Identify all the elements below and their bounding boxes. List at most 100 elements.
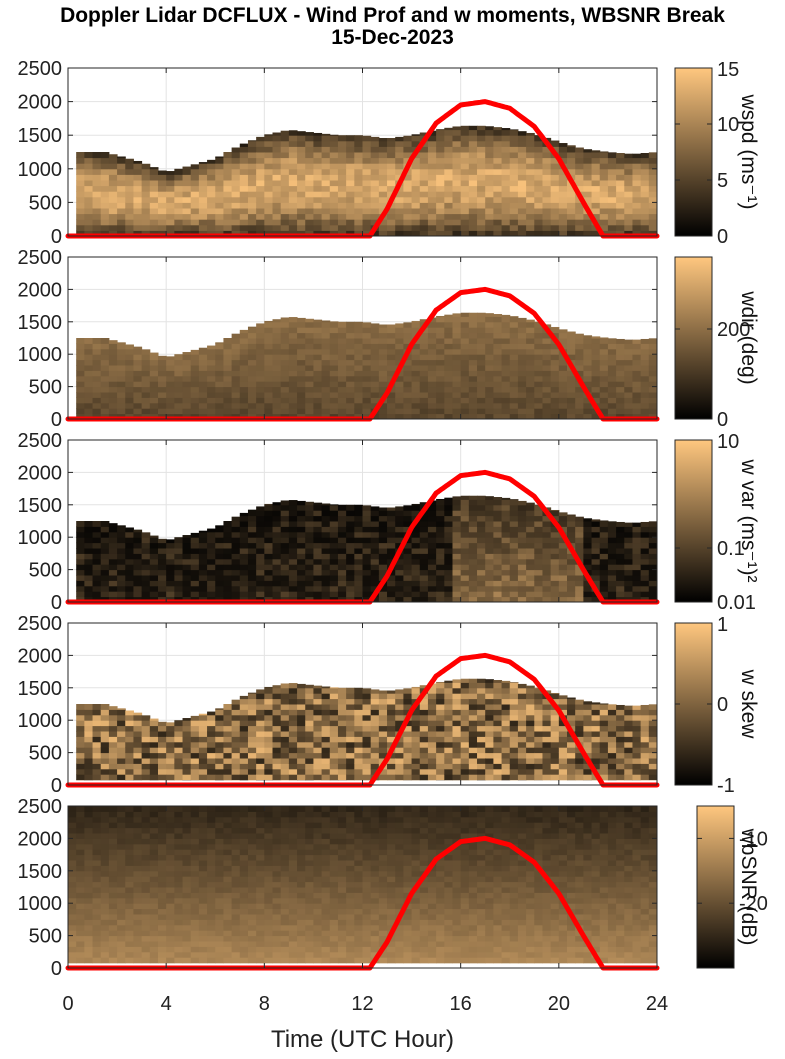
heatmap-cell bbox=[297, 135, 306, 142]
colorbar-tick-label: 10 bbox=[717, 114, 739, 136]
heatmap-cell bbox=[288, 752, 298, 759]
heatmap-cell bbox=[321, 343, 331, 350]
heatmap-cell bbox=[354, 704, 363, 710]
heatmap-cell bbox=[403, 230, 413, 237]
heatmap-cell bbox=[272, 146, 282, 153]
heatmap-cell bbox=[264, 343, 274, 350]
heatmap-cell bbox=[599, 354, 609, 361]
heatmap-cell bbox=[526, 709, 535, 716]
heatmap-cell bbox=[280, 157, 290, 164]
heatmap-cell bbox=[403, 526, 413, 533]
y-tick-label: 2500 bbox=[18, 247, 63, 269]
heatmap-cell bbox=[174, 359, 184, 366]
heatmap-cell bbox=[624, 553, 633, 560]
heatmap-cell bbox=[182, 352, 192, 355]
heatmap-cell bbox=[452, 146, 462, 153]
heatmap-cell bbox=[526, 359, 535, 366]
heatmap-cell bbox=[632, 522, 642, 527]
heatmap-cell bbox=[346, 140, 355, 147]
heatmap-cell bbox=[501, 191, 511, 198]
heatmap-cell bbox=[207, 174, 216, 181]
heatmap-cell bbox=[575, 208, 584, 215]
heatmap-cell bbox=[297, 354, 306, 361]
heatmap-cell bbox=[452, 168, 462, 175]
heatmap-cell bbox=[493, 499, 503, 506]
heatmap-cell bbox=[149, 569, 159, 576]
heatmap-cell bbox=[624, 548, 633, 554]
heatmap-cell bbox=[247, 698, 257, 705]
heatmap-cell bbox=[387, 146, 396, 153]
heatmap-cell bbox=[346, 168, 355, 175]
heatmap-cell bbox=[313, 752, 323, 759]
heatmap-cell bbox=[362, 537, 372, 544]
heatmap-cell bbox=[607, 725, 617, 732]
heatmap-cell bbox=[247, 326, 257, 328]
heatmap-cell bbox=[346, 408, 355, 415]
heatmap-cell bbox=[337, 370, 347, 377]
heatmap-cell bbox=[297, 731, 306, 737]
heatmap-cell bbox=[648, 163, 658, 170]
heatmap-cell bbox=[125, 710, 134, 716]
heatmap-cell bbox=[567, 343, 576, 350]
heatmap-cell bbox=[149, 230, 159, 237]
heatmap-cell bbox=[387, 348, 396, 355]
heatmap-cell bbox=[436, 135, 445, 142]
heatmap-cell bbox=[640, 174, 650, 181]
heatmap-cell bbox=[297, 332, 306, 339]
heatmap-cell bbox=[632, 343, 642, 350]
heatmap-cell bbox=[247, 202, 257, 209]
heatmap-cell bbox=[517, 185, 527, 192]
heatmap-cell bbox=[223, 531, 233, 538]
heatmap-cell bbox=[313, 714, 323, 721]
heatmap-cell bbox=[444, 553, 453, 560]
heatmap-cell bbox=[346, 693, 355, 700]
heatmap-cell bbox=[575, 348, 584, 355]
heatmap-cell bbox=[133, 381, 143, 388]
heatmap-cell bbox=[403, 157, 413, 164]
heatmap-cell bbox=[526, 338, 535, 344]
heatmap-cell bbox=[329, 321, 339, 328]
heatmap-cell bbox=[313, 558, 323, 565]
heatmap-cell bbox=[354, 219, 363, 226]
heatmap-cell bbox=[501, 521, 511, 527]
heatmap-cell bbox=[558, 392, 568, 398]
heatmap-cell bbox=[84, 575, 94, 581]
heatmap-cell bbox=[411, 202, 421, 209]
heatmap-cell bbox=[509, 682, 519, 689]
heatmap-cell bbox=[468, 725, 478, 732]
heatmap-cell bbox=[444, 575, 453, 581]
heatmap-cell bbox=[493, 585, 503, 592]
heatmap-cell bbox=[395, 392, 404, 398]
heatmap-cell bbox=[460, 386, 470, 393]
heatmap-cell bbox=[452, 202, 462, 209]
heatmap-cell bbox=[149, 736, 159, 743]
heatmap-cell bbox=[362, 521, 372, 527]
heatmap-cell bbox=[509, 180, 519, 187]
heatmap-cell bbox=[387, 526, 396, 533]
heatmap-cell bbox=[452, 157, 462, 164]
heatmap-cell bbox=[207, 747, 216, 754]
heatmap-cell bbox=[378, 332, 388, 339]
heatmap-cell bbox=[436, 704, 445, 710]
heatmap-cell bbox=[624, 714, 633, 721]
heatmap-cell bbox=[624, 208, 633, 215]
heatmap-cell bbox=[477, 365, 486, 371]
heatmap-cell bbox=[280, 521, 290, 527]
heatmap-cell bbox=[395, 510, 404, 517]
heatmap-cell bbox=[247, 774, 257, 781]
heatmap-cell bbox=[174, 408, 184, 415]
heatmap-cell bbox=[207, 542, 216, 549]
heatmap-cell bbox=[117, 553, 126, 560]
heatmap-cell bbox=[558, 585, 568, 592]
heatmap-cell bbox=[346, 332, 355, 339]
heatmap-cell bbox=[468, 553, 478, 560]
heatmap-cell bbox=[215, 408, 224, 415]
heatmap-cell bbox=[403, 591, 413, 598]
heatmap-cell bbox=[231, 381, 241, 388]
heatmap-cell bbox=[337, 731, 347, 737]
heatmap-cell bbox=[485, 370, 494, 377]
heatmap-cell bbox=[452, 553, 462, 560]
heatmap-cell bbox=[648, 354, 658, 361]
heatmap-cell bbox=[477, 741, 486, 748]
heatmap-cell bbox=[501, 591, 511, 598]
